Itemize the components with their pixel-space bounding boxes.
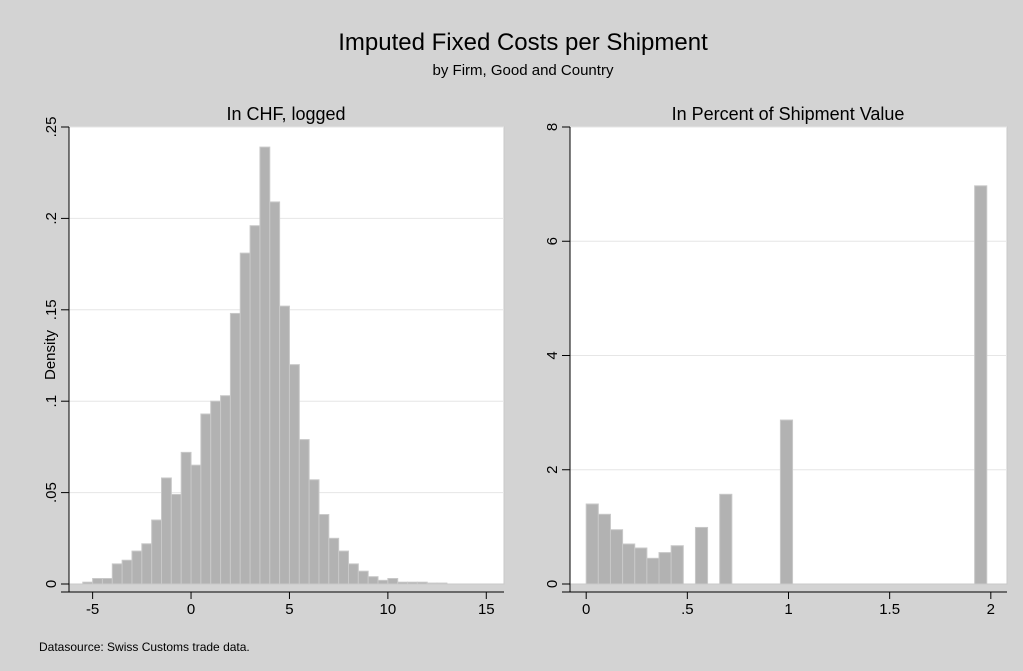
y-tick-label: .25	[43, 117, 60, 138]
histogram-bar	[338, 550, 350, 585]
histogram-bar	[249, 225, 261, 585]
histogram-bar	[288, 364, 300, 585]
histogram-bar	[121, 559, 133, 585]
histogram-bar	[670, 545, 684, 585]
histogram-bar	[436, 582, 448, 585]
x-tick-label: 2	[987, 601, 995, 618]
histogram-bar	[974, 185, 988, 585]
x-tick-label: 10	[380, 601, 397, 618]
histogram-bar	[634, 547, 648, 585]
histogram-bar	[82, 581, 94, 585]
histogram-bar	[348, 563, 359, 585]
x-tick-label: 5	[285, 601, 293, 618]
histogram-bar	[190, 464, 202, 585]
histogram-bar	[239, 252, 251, 585]
y-tick-label: 4	[544, 351, 561, 359]
bars	[82, 146, 448, 585]
histogram-bar	[111, 563, 123, 585]
histogram-bar	[694, 526, 709, 585]
histogram-bar	[318, 514, 330, 585]
x-tick-label: -5	[86, 601, 99, 618]
histogram-bar	[101, 578, 113, 585]
histogram-bar	[622, 543, 636, 585]
y-tick-label: .1	[43, 395, 60, 408]
histogram-bar	[658, 552, 672, 585]
histogram-bar	[426, 582, 438, 585]
x-tick-label: 0	[187, 601, 195, 618]
histogram-bar	[229, 312, 241, 585]
histogram-bar	[357, 570, 369, 585]
histogram-bar	[308, 479, 320, 585]
chart-subtitle: by Firm, Good and Country	[433, 62, 614, 79]
panel-title: In Percent of Shipment Value	[672, 104, 905, 124]
histogram-bar	[719, 493, 733, 585]
histogram-bar	[161, 477, 172, 585]
histogram-bar	[779, 419, 794, 585]
histogram-bar	[170, 493, 182, 585]
x-tick-label: .5	[681, 601, 694, 618]
histogram-bar	[387, 578, 399, 585]
y-axis-label: Density	[42, 329, 59, 380]
histogram-bar	[597, 513, 611, 585]
y-tick-label: .2	[43, 212, 60, 225]
histogram-bar	[328, 537, 340, 585]
axes: 0 2 4 6 8 0 .5 1 1.5 2	[544, 123, 1007, 618]
histogram-bar	[269, 201, 281, 585]
histogram-bar	[92, 578, 103, 585]
datasource-note: Datasource: Swiss Customs trade data.	[39, 640, 250, 654]
histogram-bar	[298, 439, 310, 585]
panel-title: In CHF, logged	[226, 104, 345, 124]
y-tick-label: 6	[544, 237, 561, 245]
histogram-bar	[210, 400, 222, 585]
histogram-bar	[141, 543, 153, 585]
histogram-bar	[397, 581, 409, 585]
axes: 0 .05 .1 .15 .2 .25 -5 0 5 10 15	[43, 117, 504, 618]
y-tick-label: 8	[544, 123, 561, 131]
histogram-bar	[220, 395, 231, 585]
x-tick-label: 1.5	[879, 601, 900, 618]
histogram-bar	[131, 550, 143, 585]
histogram-bar	[646, 557, 660, 585]
histogram-bar	[367, 576, 379, 585]
bars	[585, 185, 988, 585]
x-tick-label: 1	[784, 601, 792, 618]
histogram-bar	[279, 305, 290, 585]
x-tick-label: 15	[478, 601, 495, 618]
y-tick-label: .15	[43, 299, 60, 320]
histogram-bar	[180, 451, 192, 585]
panel-chf-logged: In CHF, logged Density 0.05.1.15.2.25-5 0…	[42, 104, 505, 618]
histogram-bar	[200, 413, 212, 585]
panel-percent-value: In Percent of Shipment Value 0 2 4 6 8 0 .5 1 1.…	[544, 104, 1008, 618]
y-tick-label: .05	[43, 482, 60, 503]
histogram-bar	[377, 579, 389, 585]
histogram-bar	[416, 581, 428, 585]
histogram-bar	[585, 503, 599, 585]
x-tick-label: 0	[582, 601, 590, 618]
histogram-bar	[407, 581, 418, 585]
chart-title: Imputed Fixed Costs per Shipment	[338, 29, 708, 56]
y-tick-label: 2	[544, 466, 561, 474]
histogram-bar	[259, 146, 271, 585]
histogram-bar	[609, 529, 624, 585]
y-tick-label: 0	[43, 580, 60, 588]
y-tick-label: 0	[544, 580, 561, 588]
histogram-bar	[151, 519, 163, 585]
